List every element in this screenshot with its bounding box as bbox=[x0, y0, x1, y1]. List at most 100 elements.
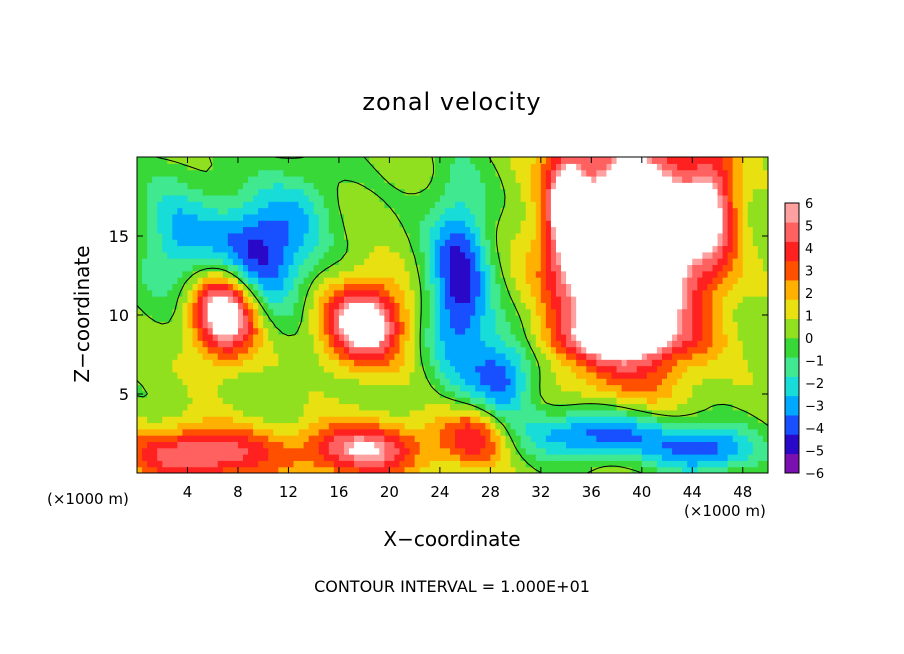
field-cell bbox=[510, 175, 517, 183]
field-cell bbox=[460, 327, 466, 335]
field-cell bbox=[379, 289, 385, 297]
field-cell bbox=[232, 163, 239, 171]
field-cell bbox=[434, 270, 441, 278]
field-cell bbox=[429, 182, 436, 190]
field-cell bbox=[530, 201, 537, 209]
field-cell bbox=[555, 220, 562, 228]
field-cell bbox=[475, 422, 481, 430]
field-cell bbox=[561, 441, 567, 449]
field-cell bbox=[475, 207, 481, 215]
field-cell bbox=[303, 321, 310, 329]
field-cell bbox=[227, 315, 234, 322]
field-cell bbox=[561, 365, 567, 373]
field-cell bbox=[313, 359, 320, 367]
field-cell bbox=[157, 340, 163, 348]
field-cell bbox=[142, 289, 148, 297]
field-cell bbox=[227, 302, 234, 310]
field-cell bbox=[490, 340, 497, 348]
field-cell bbox=[323, 435, 330, 442]
field-cell bbox=[343, 182, 350, 190]
field-cell bbox=[561, 435, 567, 442]
field-cell bbox=[500, 258, 507, 266]
field-cell bbox=[278, 352, 284, 360]
field-cell bbox=[258, 213, 264, 221]
field-cell bbox=[535, 163, 542, 171]
field-cell bbox=[419, 390, 426, 398]
field-cell bbox=[611, 359, 618, 367]
field-cell bbox=[349, 163, 355, 171]
field-cell bbox=[535, 207, 542, 215]
field-cell bbox=[535, 315, 542, 322]
field-cell bbox=[535, 428, 542, 436]
field-cell bbox=[525, 441, 532, 449]
field-cell bbox=[303, 308, 310, 316]
field-cell bbox=[616, 182, 623, 190]
field-cell bbox=[207, 466, 214, 473]
field-cell bbox=[545, 194, 552, 202]
field-cell bbox=[248, 169, 254, 177]
field-cell bbox=[540, 182, 547, 190]
field-cell bbox=[581, 201, 587, 209]
field-cell bbox=[313, 340, 320, 348]
field-cell bbox=[343, 277, 350, 284]
field-cell bbox=[525, 403, 532, 411]
field-cell bbox=[152, 207, 158, 215]
field-cell bbox=[404, 397, 411, 405]
field-cell bbox=[500, 226, 507, 234]
field-cell bbox=[530, 378, 537, 386]
field-cell bbox=[212, 390, 219, 398]
field-cell bbox=[404, 435, 411, 442]
field-cell bbox=[571, 207, 577, 215]
field-cell bbox=[515, 315, 522, 322]
field-cell bbox=[227, 188, 234, 196]
field-cell bbox=[364, 365, 370, 373]
field-cell bbox=[283, 466, 290, 473]
field-cell bbox=[323, 365, 330, 373]
field-cell bbox=[283, 258, 290, 266]
field-cell bbox=[318, 277, 325, 284]
field-cell bbox=[374, 232, 380, 240]
field-cell bbox=[566, 251, 572, 259]
field-cell bbox=[636, 201, 643, 209]
field-cell bbox=[530, 245, 537, 253]
field-cell bbox=[374, 390, 380, 398]
field-cell bbox=[596, 213, 603, 221]
field-cell bbox=[530, 435, 537, 442]
field-cell bbox=[142, 157, 148, 164]
field-cell bbox=[545, 283, 552, 291]
field-cell bbox=[485, 258, 491, 266]
field-cell bbox=[470, 302, 476, 310]
field-cell bbox=[424, 258, 431, 266]
field-cell bbox=[465, 308, 471, 316]
field-cell bbox=[550, 352, 557, 360]
field-cell bbox=[278, 397, 284, 405]
field-cell bbox=[480, 352, 486, 360]
field-cell bbox=[581, 308, 587, 316]
field-cell bbox=[182, 352, 189, 360]
field-cell bbox=[525, 277, 532, 284]
field-cell bbox=[177, 333, 184, 341]
field-cell bbox=[182, 422, 189, 430]
field-cell bbox=[389, 264, 396, 272]
field-cell bbox=[601, 207, 608, 215]
field-cell bbox=[505, 346, 512, 354]
field-cell bbox=[535, 182, 542, 190]
field-cell bbox=[248, 283, 254, 291]
field-cell bbox=[561, 157, 567, 164]
field-cell bbox=[232, 232, 239, 240]
field-cell bbox=[490, 182, 497, 190]
field-cell bbox=[157, 258, 163, 266]
field-cell bbox=[545, 365, 552, 373]
field-cell bbox=[333, 460, 340, 468]
field-cell bbox=[596, 390, 603, 398]
field-cell bbox=[283, 302, 290, 310]
field-cell bbox=[389, 359, 396, 367]
field-cell bbox=[364, 220, 370, 228]
field-cell bbox=[515, 346, 522, 354]
field-cell bbox=[545, 245, 552, 253]
field-cell bbox=[157, 264, 163, 272]
field-cell bbox=[389, 327, 396, 335]
field-cell bbox=[232, 378, 239, 386]
field-cell bbox=[419, 188, 426, 196]
field-cell bbox=[631, 213, 638, 221]
